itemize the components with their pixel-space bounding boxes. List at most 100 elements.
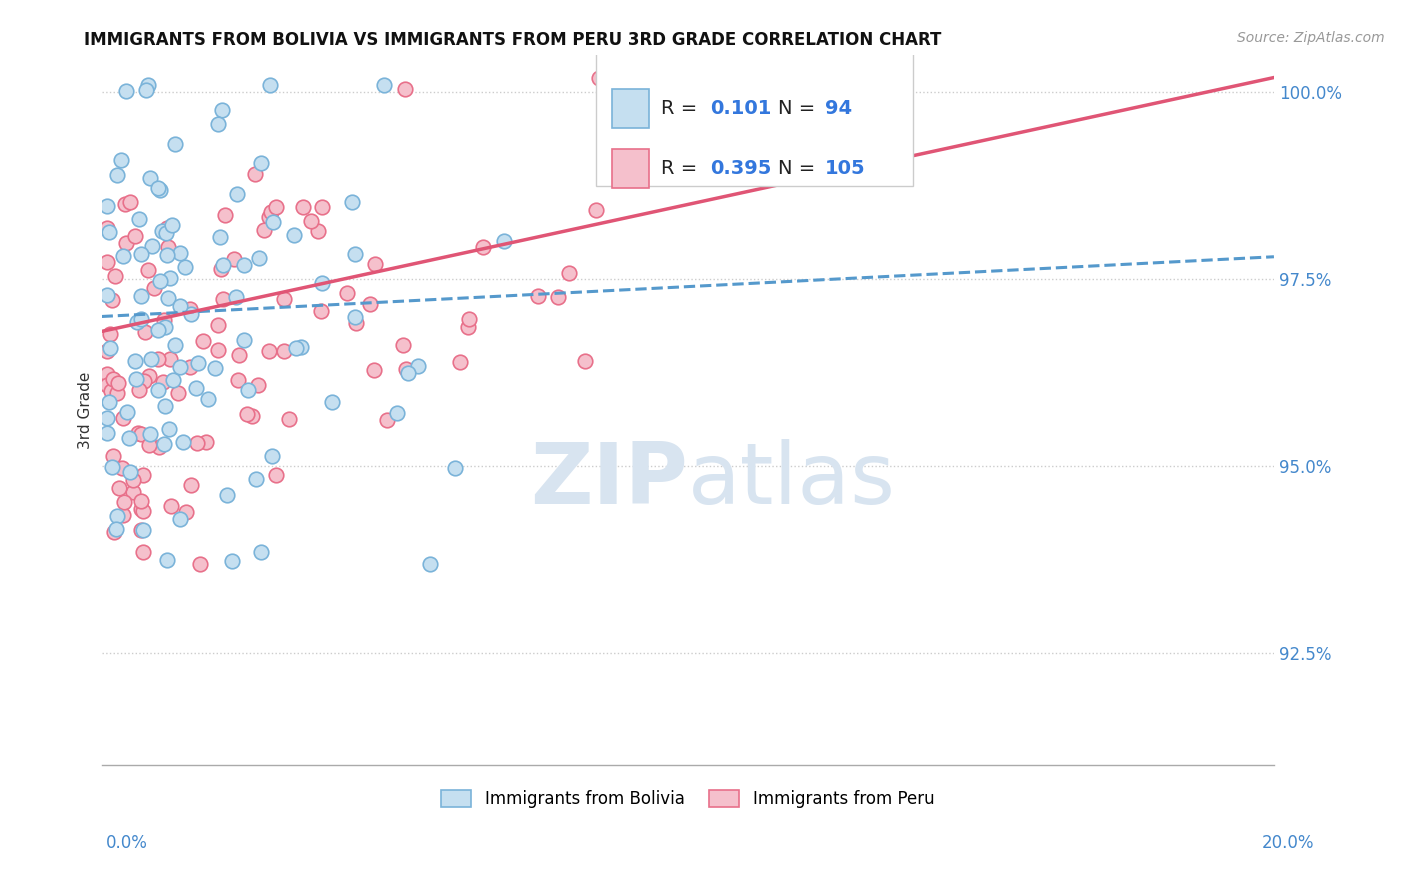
Point [100,326,122,341]
Point [142,280,165,294]
Text: 0.101: 0.101 [710,99,772,118]
Point [139,351,162,366]
Point [574,354,596,368]
Point [444,460,467,475]
Point [104,269,127,284]
Point [97,225,120,239]
Point [236,383,259,397]
Point [179,360,201,375]
Text: 105: 105 [825,159,866,178]
Point [257,343,280,358]
Point [257,210,280,224]
Point [101,460,124,475]
Point [135,83,157,97]
Point [236,407,259,421]
Point [96,411,118,425]
Point [153,437,176,451]
Point [112,494,135,508]
Point [128,384,150,398]
Text: N =: N = [778,99,821,118]
Point [373,78,395,92]
Point [132,468,155,483]
Point [180,478,202,492]
Point [105,509,128,524]
Point [98,395,121,409]
Point [309,304,332,318]
Point [138,438,160,452]
Point [159,351,181,366]
Point [359,297,381,311]
Point [121,485,143,500]
Point [494,235,516,249]
Point [291,200,314,214]
Point [132,523,155,537]
Point [101,371,124,385]
Point [225,290,247,304]
Point [344,316,367,330]
Point [259,78,281,92]
Point [156,248,179,262]
Point [458,312,481,326]
Point [406,359,429,374]
Point [214,208,236,222]
Point [153,313,176,327]
Point [364,257,387,271]
Point [159,271,181,285]
Point [162,373,184,387]
Point [114,84,136,98]
Point [96,425,118,440]
Point [179,302,201,317]
Point [138,171,160,186]
Text: IMMIGRANTS FROM BOLIVIA VS IMMIGRANTS FROM PERU 3RD GRADE CORRELATION CHART: IMMIGRANTS FROM BOLIVIA VS IMMIGRANTS FR… [84,31,942,49]
Point [136,78,159,93]
Point [180,307,202,321]
Point [96,220,118,235]
Point [340,194,363,209]
Point [169,245,191,260]
Point [146,180,169,194]
Point [233,258,256,272]
Point [107,481,129,495]
Point [131,545,153,559]
Point [114,235,136,250]
Text: 94: 94 [825,99,852,118]
Point [472,240,495,254]
Bar [612,89,650,128]
Text: Source: ZipAtlas.com: Source: ZipAtlas.com [1237,31,1385,45]
Point [101,293,124,308]
Point [172,435,194,450]
Point [131,501,153,516]
Point [129,247,152,261]
Point [191,334,214,349]
Point [194,435,217,450]
Point [160,218,183,232]
Text: ZIP: ZIP [530,439,688,522]
Point [547,290,569,304]
Point [148,441,170,455]
Point [169,299,191,313]
Point [134,325,156,339]
Bar [612,149,650,188]
Point [706,164,728,178]
Point [152,375,174,389]
Point [240,409,263,424]
Point [157,240,180,254]
Point [127,426,149,441]
Point [299,214,322,228]
Point [96,287,118,301]
Point [139,426,162,441]
Point [273,344,295,359]
Point [207,343,229,358]
Point [247,251,270,265]
Point [308,224,330,238]
Point [224,252,246,266]
Point [211,258,233,272]
Text: 0.395: 0.395 [710,159,772,178]
Point [558,267,581,281]
Point [155,227,177,241]
Point [152,224,174,238]
Point [148,183,170,197]
Point [419,558,441,572]
Point [96,255,118,269]
Point [146,383,169,397]
